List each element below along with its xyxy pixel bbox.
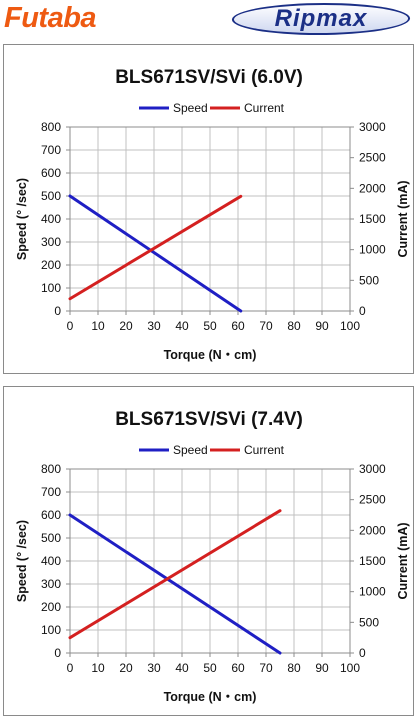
y-tick-label: 0 [54, 304, 61, 318]
y2-tick-label: 2000 [359, 181, 386, 195]
y2-tick-label: 2500 [359, 493, 386, 507]
y-tick-label: 300 [41, 235, 61, 249]
series-line-speed [68, 194, 243, 313]
x-tick-label: 90 [315, 661, 329, 675]
x-tick-label: 0 [67, 661, 74, 675]
header: Futaba Ripmax [0, 0, 418, 40]
series-line-speed [68, 513, 282, 655]
x-tick-label: 40 [175, 319, 189, 333]
x-tick-label: 10 [91, 661, 105, 675]
y-tick-label: 600 [41, 166, 61, 180]
y-tick-label: 100 [41, 281, 61, 295]
x-tick-label: 70 [259, 319, 273, 333]
x-tick-label: 80 [287, 661, 301, 675]
y2-tick-label: 500 [359, 615, 379, 629]
y2-axis-label: Current (mA) [396, 180, 410, 257]
y-axis-label: Speed (° /sec) [15, 178, 29, 260]
ripmax-logo-text: Ripmax [274, 5, 368, 32]
y2-tick-label: 3000 [359, 462, 386, 476]
series-line-current [68, 509, 282, 640]
y2-tick-label: 2500 [359, 151, 386, 165]
y-tick-label: 400 [41, 212, 61, 226]
y-tick-label: 100 [41, 623, 61, 637]
x-tick-label: 0 [67, 319, 74, 333]
y-tick-label: 200 [41, 600, 61, 614]
x-axis-label: Torque (N・cm) [164, 690, 257, 704]
legend-label-current: Current [244, 101, 285, 115]
x-tick-label: 20 [119, 319, 133, 333]
y-tick-label: 400 [41, 554, 61, 568]
y-tick-label: 500 [41, 531, 61, 545]
chart-7v4: BLS671SV/SVi (7.4V) Speed Current 0 10 20 30 40… [15, 409, 410, 704]
y-tick-label: 300 [41, 577, 61, 591]
x-tick-label: 70 [259, 661, 273, 675]
y-tick-label: 700 [41, 143, 61, 157]
x-tick-label: 100 [340, 319, 360, 333]
x-tick-label: 50 [203, 319, 217, 333]
x-tick-label: 80 [287, 319, 301, 333]
y-tick-label: 700 [41, 485, 61, 499]
y-tick-label: 0 [54, 646, 61, 660]
y-tick-label: 600 [41, 508, 61, 522]
y2-tick-label: 3000 [359, 120, 386, 134]
y-tick-label: 800 [41, 462, 61, 476]
x-tick-label: 50 [203, 661, 217, 675]
y-axis-label: Speed (° /sec) [15, 520, 29, 602]
y-tick-label: 500 [41, 189, 61, 203]
chart-title: BLS671SV/SVi (6.0V) [115, 67, 303, 88]
y-tick-label: 200 [41, 258, 61, 272]
x-tick-label: 100 [340, 661, 360, 675]
y2-tick-label: 1000 [359, 585, 386, 599]
futaba-logo: Futaba [4, 2, 97, 34]
series-line-current [68, 194, 243, 301]
x-tick-label: 90 [315, 319, 329, 333]
chart-panel-6v: BLS671SV/SVi (6.0V) Speed Current 0 10 20 30 40… [3, 44, 414, 374]
y2-tick-label: 1000 [359, 243, 386, 257]
x-tick-label: 60 [231, 661, 245, 675]
legend-label-speed: Speed [173, 443, 208, 457]
chart-6v: BLS671SV/SVi (6.0V) Speed Current 0 10 20 30 40… [15, 67, 410, 362]
ripmax-logo: Ripmax [228, 3, 414, 35]
y2-tick-label: 500 [359, 273, 379, 287]
x-tick-label: 40 [175, 661, 189, 675]
y2-tick-label: 1500 [359, 554, 386, 568]
chart-title: BLS671SV/SVi (7.4V) [115, 409, 303, 430]
x-tick-label: 30 [147, 661, 161, 675]
legend-label-speed: Speed [173, 101, 208, 115]
legend-label-current: Current [244, 443, 285, 457]
y2-tick-label: 2000 [359, 523, 386, 537]
x-axis-label: Torque (N・cm) [164, 348, 257, 362]
chart-panel-7v4: BLS671SV/SVi (7.4V) Speed Current 0 10 20 30 40… [3, 386, 414, 716]
y2-tick-label: 0 [359, 304, 366, 318]
x-tick-label: 20 [119, 661, 133, 675]
y2-tick-label: 1500 [359, 212, 386, 226]
y2-axis-label: Current (mA) [396, 522, 410, 599]
y2-tick-label: 0 [359, 646, 366, 660]
y-tick-label: 800 [41, 120, 61, 134]
x-tick-label: 30 [147, 319, 161, 333]
x-tick-label: 60 [231, 319, 245, 333]
x-tick-label: 10 [91, 319, 105, 333]
